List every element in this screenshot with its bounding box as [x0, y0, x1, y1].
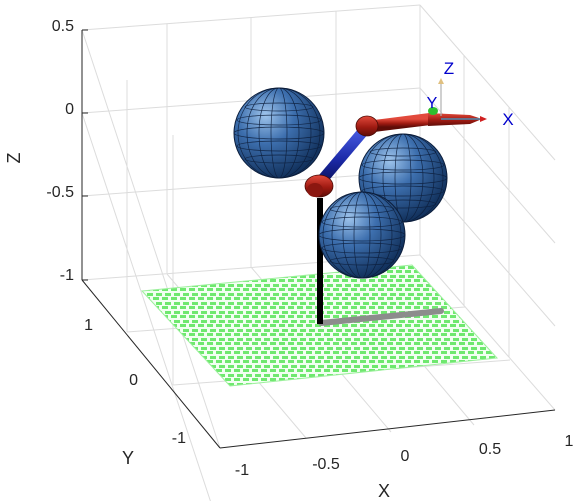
frame-x-arrowhead	[480, 116, 487, 122]
sphere-upper-left	[233, 87, 325, 179]
tool-frame: Z Y X	[427, 59, 514, 129]
x-tick: 0	[401, 448, 410, 465]
z-tick: 0.5	[52, 18, 74, 35]
y-tick-labels: 1 0 -1	[84, 317, 186, 447]
z-axis-label: Z	[4, 153, 24, 164]
x-tick: 1	[565, 433, 574, 450]
sphere-lower	[318, 191, 406, 279]
x-tick: -1	[235, 462, 249, 479]
frame-z-arrowhead	[438, 78, 444, 84]
obstacle-spheres	[233, 87, 448, 279]
frame-x-label: X	[502, 110, 513, 129]
z-tick: -1	[60, 267, 74, 284]
frame-origin	[428, 107, 438, 115]
y-axis-label: Y	[122, 448, 134, 468]
frame-z-label: Z	[444, 59, 454, 78]
x-tick: -0.5	[312, 456, 340, 473]
joint-elbow	[355, 115, 379, 137]
z-tick-labels: 0.5 0 -0.5 -1	[46, 18, 74, 284]
base-rod	[318, 308, 444, 326]
z-tick: 0	[65, 101, 74, 118]
joint-base-cap	[307, 183, 323, 197]
axes-box	[81, 30, 556, 449]
z-tick: -0.5	[46, 184, 74, 201]
y-tick: -1	[172, 430, 186, 447]
x-axis-label: X	[378, 481, 390, 501]
frame-y-label: Y	[427, 95, 438, 112]
x-tick-labels: -1 -0.5 0 0.5 1	[235, 433, 574, 479]
x-tick: 0.5	[479, 441, 501, 458]
link-blue	[316, 122, 372, 186]
y-tick: 0	[129, 372, 138, 389]
y-tick: 1	[84, 317, 93, 334]
